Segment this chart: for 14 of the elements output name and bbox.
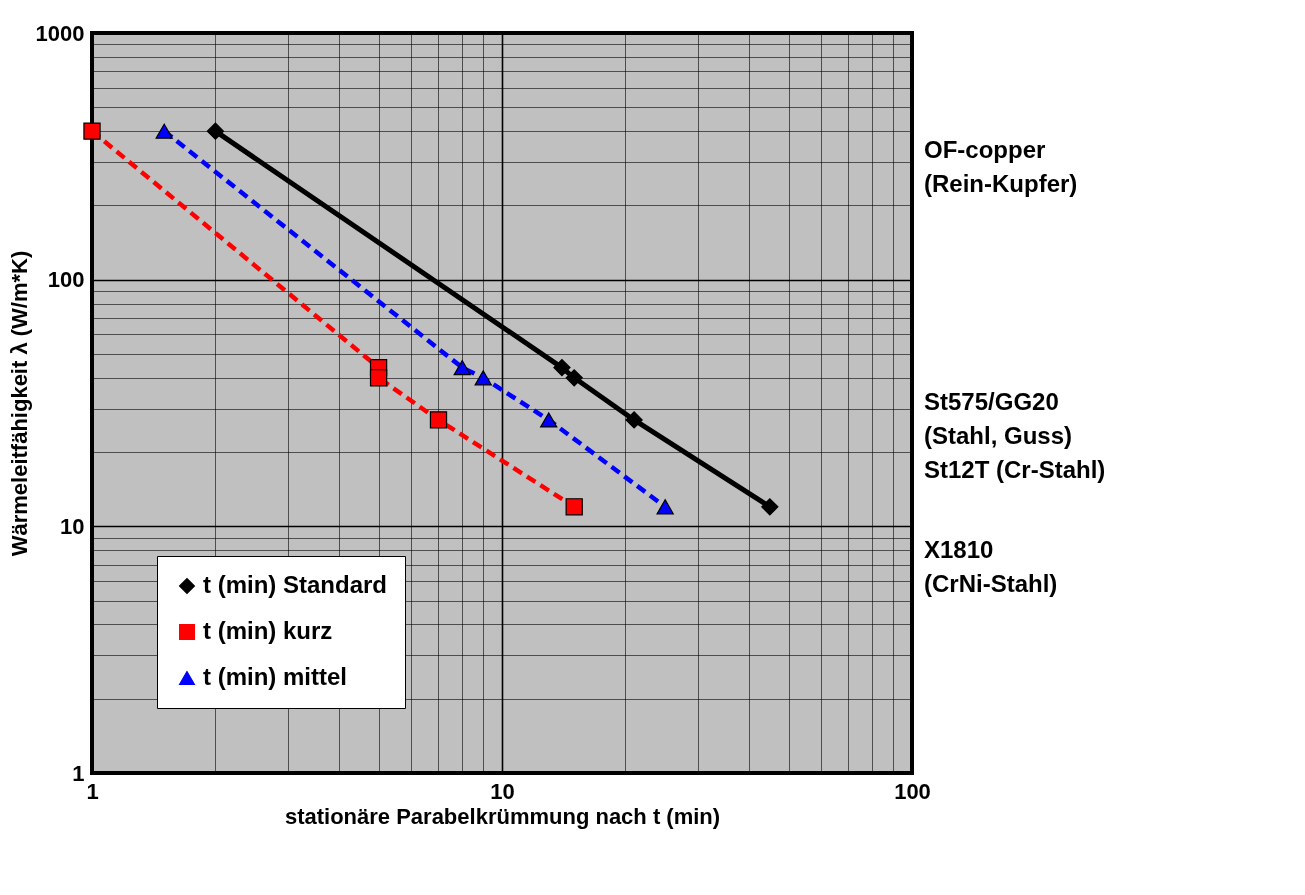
y-tick-label: 1000 — [35, 20, 85, 46]
y-tick-label: 10 — [60, 513, 85, 539]
legend-label: t (min) kurz — [203, 617, 333, 644]
legend-label: t (min) Standard — [203, 571, 387, 598]
text: OF-copper (Rein-Kupfer) — [924, 136, 1078, 198]
y-tick-label: 100 — [47, 267, 85, 293]
text: X1810 (CrNi-Stahl) — [924, 536, 1058, 597]
y-axis-title: Wärmeleitfähigkeit λ (W/m*K) — [6, 250, 32, 557]
x-axis-title: stationäre Parabelkrümmung nach t (min) — [284, 803, 721, 829]
legend-label: t (min) mittel — [203, 663, 347, 690]
x-tick-label: 100 — [894, 778, 931, 804]
x-tick-label: 10 — [490, 778, 515, 804]
y-tick-label: 1 — [72, 760, 85, 786]
text: St575/GG20 (Stahl, Guss) St12T (Cr-Stahl) — [924, 388, 1106, 483]
